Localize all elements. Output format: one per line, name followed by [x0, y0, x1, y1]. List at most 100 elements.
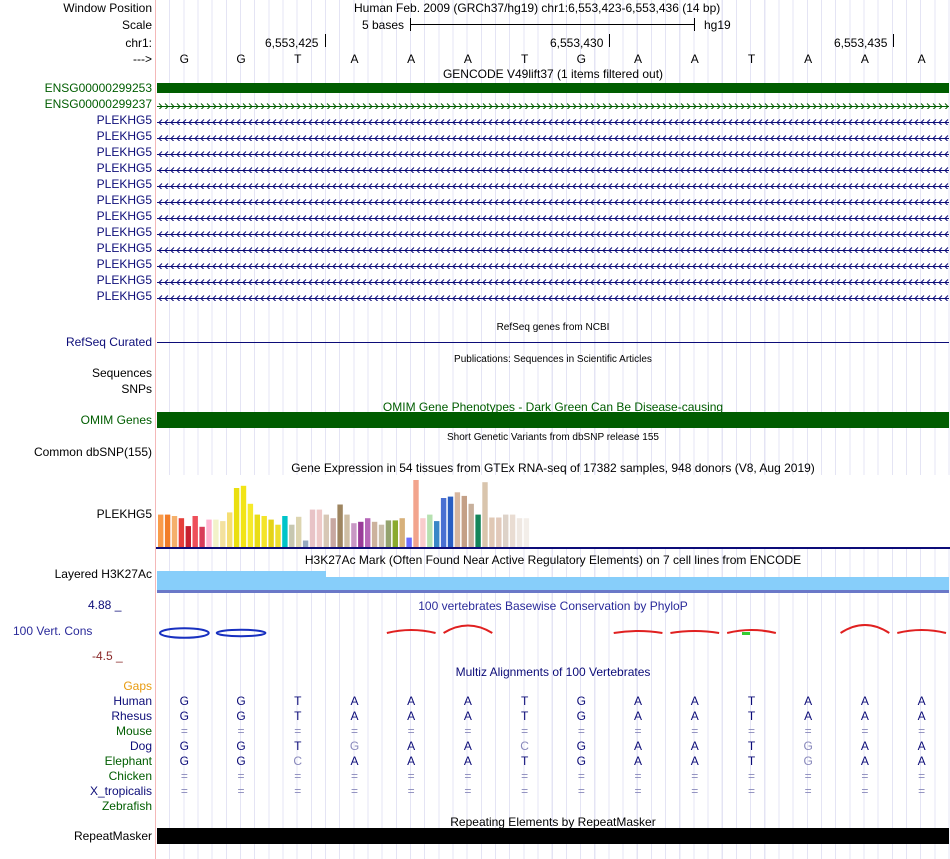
gtex-tissue-bar[interactable]	[420, 518, 426, 547]
gtex-tissue-bar[interactable]	[199, 526, 205, 547]
gencode-reverse-intron[interactable]	[157, 196, 949, 205]
gtex-tissue-bar[interactable]	[337, 504, 343, 548]
gencode-reverse-intron[interactable]	[157, 292, 949, 301]
h3k27ac-track-label[interactable]: Layered H3K27Ac	[54, 567, 152, 581]
gencode-reverse-intron[interactable]	[157, 180, 949, 189]
phylop-track-label[interactable]: 100 Vert. Cons	[13, 624, 93, 638]
gtex-tissue-bar[interactable]	[496, 517, 502, 548]
gtex-tissue-bar[interactable]	[330, 518, 336, 547]
gencode-reverse-intron[interactable]	[157, 228, 949, 237]
gtex-tissue-bar[interactable]	[358, 521, 364, 547]
gencode-item-label[interactable]: PLEKHG5	[96, 289, 152, 303]
gtex-tissue-bar[interactable]	[509, 514, 516, 547]
gencode-item-label[interactable]: ENSG00000299253	[44, 81, 152, 95]
gtex-tissue-bar[interactable]	[296, 516, 302, 547]
multiz-species-label[interactable]: Zebrafish	[101, 799, 152, 813]
multiz-species-label[interactable]: X_tropicalis	[89, 784, 152, 798]
gtex-tissue-bar[interactable]	[309, 509, 316, 547]
gtex-tissue-bar[interactable]	[323, 514, 329, 547]
multiz-species-label[interactable]: Dog	[129, 739, 152, 753]
gtex-tissue-bar[interactable]	[233, 488, 240, 547]
gencode-item-label[interactable]: PLEKHG5	[96, 209, 152, 223]
gtex-tissue-bar[interactable]	[385, 520, 392, 547]
multiz-species-label[interactable]: Mouse	[115, 724, 152, 738]
gtex-tissue-bar[interactable]	[164, 514, 171, 547]
gencode-item-label[interactable]: PLEKHG5	[96, 113, 152, 127]
gtex-tissue-bar[interactable]	[302, 540, 309, 548]
gencode-item-label[interactable]: PLEKHG5	[96, 129, 152, 143]
gtex-tissue-bar[interactable]	[399, 518, 405, 547]
gencode-item-label[interactable]: PLEKHG5	[96, 145, 152, 159]
multiz-species-label[interactable]: Rhesus	[111, 709, 152, 723]
gencode-item-label[interactable]: PLEKHG5	[96, 257, 152, 271]
gtex-tissue-bar[interactable]	[454, 492, 461, 547]
omim-track-label[interactable]: OMIM Genes	[80, 413, 152, 427]
gencode-reverse-intron[interactable]	[157, 164, 949, 173]
repeatmasker-track-label[interactable]: RepeatMasker	[73, 829, 152, 843]
gencode-reverse-intron[interactable]	[157, 260, 949, 269]
repeatmasker-element-bar[interactable]	[157, 828, 949, 844]
h3k27ac-signal[interactable]	[157, 577, 949, 590]
gencode-reverse-intron[interactable]	[157, 132, 949, 141]
gtex-tissue-bar[interactable]	[489, 517, 495, 548]
gtex-tissue-bar[interactable]	[171, 516, 178, 547]
gtex-tissue-bar[interactable]	[254, 514, 260, 547]
h3k27ac-signal-high[interactable]	[157, 571, 326, 577]
gencode-item-label[interactable]: PLEKHG5	[96, 161, 152, 175]
gtex-tissue-bar[interactable]	[351, 523, 357, 547]
gencode-reverse-intron[interactable]	[157, 244, 949, 253]
gencode-item-label[interactable]: PLEKHG5	[96, 193, 152, 207]
multiz-species-label[interactable]: Elephant	[104, 754, 152, 768]
gtex-tissue-bar[interactable]	[406, 537, 412, 547]
gtex-tissue-bar[interactable]	[158, 514, 164, 547]
gtex-tissue-bar[interactable]	[468, 503, 474, 547]
multiz-species-label[interactable]: Human	[113, 694, 152, 708]
gtex-tissue-bar[interactable]	[482, 482, 488, 547]
refseq-track-label[interactable]: RefSeq Curated	[65, 335, 152, 349]
gtex-tissue-bar[interactable]	[371, 521, 378, 547]
gtex-tissue-bar[interactable]	[523, 518, 530, 547]
omim-gene-bar[interactable]	[157, 412, 949, 428]
gtex-tissue-bar[interactable]	[427, 514, 433, 547]
gencode-item-label[interactable]: PLEKHG5	[96, 225, 152, 239]
gtex-tissue-bar[interactable]	[434, 521, 440, 547]
gencode-exon-bar[interactable]	[157, 83, 949, 93]
gtex-tissue-bar[interactable]	[261, 516, 267, 547]
gtex-tissue-bar[interactable]	[220, 521, 226, 547]
gencode-item-label[interactable]: PLEKHG5	[96, 177, 152, 191]
gtex-tissue-bar[interactable]	[213, 519, 219, 547]
gtex-tissue-bar[interactable]	[461, 495, 467, 547]
gtex-tissue-bar[interactable]	[516, 518, 523, 547]
gtex-tissue-bar[interactable]	[503, 514, 509, 547]
gtex-tissue-bar[interactable]	[289, 524, 295, 547]
gtex-tissue-bar[interactable]	[206, 519, 212, 547]
gencode-reverse-intron[interactable]	[157, 148, 949, 157]
phylop-wiggle[interactable]	[156, 622, 950, 644]
gencode-reverse-intron[interactable]	[157, 276, 949, 285]
gtex-tissue-bar[interactable]	[227, 512, 233, 547]
gtex-tissue-bar[interactable]	[392, 520, 398, 547]
gencode-forward-intron[interactable]	[157, 100, 949, 109]
gtex-tissue-bar[interactable]	[275, 524, 281, 547]
gtex-tissue-bar[interactable]	[440, 498, 447, 547]
gtex-tissue-bar[interactable]	[447, 496, 454, 547]
gencode-item-label[interactable]: ENSG00000299237	[44, 97, 152, 111]
multiz-gaps-label[interactable]: Gaps	[123, 679, 152, 693]
gtex-tissue-bar[interactable]	[240, 485, 247, 547]
multiz-species-label[interactable]: Chicken	[108, 769, 152, 783]
gtex-tissue-bar[interactable]	[268, 519, 274, 547]
snps-track-label[interactable]: SNPs	[121, 382, 152, 396]
gtex-tissue-bar[interactable]	[178, 518, 185, 547]
gencode-item-label[interactable]: PLEKHG5	[96, 241, 152, 255]
gtex-tissue-bar[interactable]	[185, 526, 191, 547]
dbsnp-track-label[interactable]: Common dbSNP(155)	[33, 445, 152, 459]
gtex-tissue-bar[interactable]	[365, 518, 371, 547]
refseq-gene-line[interactable]	[157, 342, 949, 343]
gtex-tissue-bar[interactable]	[475, 514, 481, 547]
gencode-item-label[interactable]: PLEKHG5	[96, 273, 152, 287]
gtex-tissue-bar[interactable]	[192, 516, 198, 547]
publications-track-label[interactable]: Sequences	[91, 366, 152, 380]
gencode-reverse-intron[interactable]	[157, 212, 949, 221]
gtex-tissue-bar[interactable]	[378, 524, 385, 547]
gtex-tissue-bar[interactable]	[316, 509, 323, 547]
